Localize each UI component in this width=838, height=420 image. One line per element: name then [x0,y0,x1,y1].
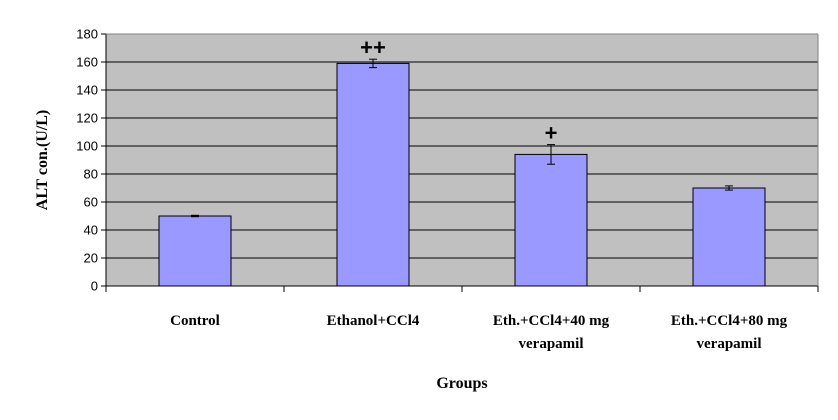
bar [336,62,410,287]
y-tick-label: 20 [84,251,98,266]
significance-label: ++ [360,35,386,60]
bar [692,187,766,287]
category-label: Eth.+CCl4+80 mg [671,313,788,329]
y-tick-label: 100 [76,139,98,154]
bar [514,153,588,287]
x-axis-title: Groups [436,375,487,392]
axes: 0 20 40 60 80 100 120 140 160 180 [76,27,819,294]
category-label: verapamil [519,336,584,352]
y-tick-label: 120 [76,111,98,126]
significance-label: + [545,121,558,146]
y-tick-label: 40 [84,223,98,238]
category-label: verapamil [697,336,762,352]
y-tick-label: 0 [91,279,98,294]
y-tick-label: 80 [84,167,98,182]
y-tick-label: 60 [84,195,98,210]
y-tick-label: 180 [76,27,98,42]
bars [158,58,766,287]
category-label: Control [170,313,220,329]
y-axis-title: ALT con.(U/L) [34,110,51,210]
y-tick-label: 160 [76,55,98,70]
bar [158,215,232,287]
y-tick-label: 140 [76,83,98,98]
labels: Control ++ Ethanol+CCl4 + Eth.+CCl4+40 mg ver… [170,35,787,352]
category-label: Ethanol+CCl4 [327,313,420,329]
category-label: Eth.+CCl4+40 mg [493,313,610,329]
